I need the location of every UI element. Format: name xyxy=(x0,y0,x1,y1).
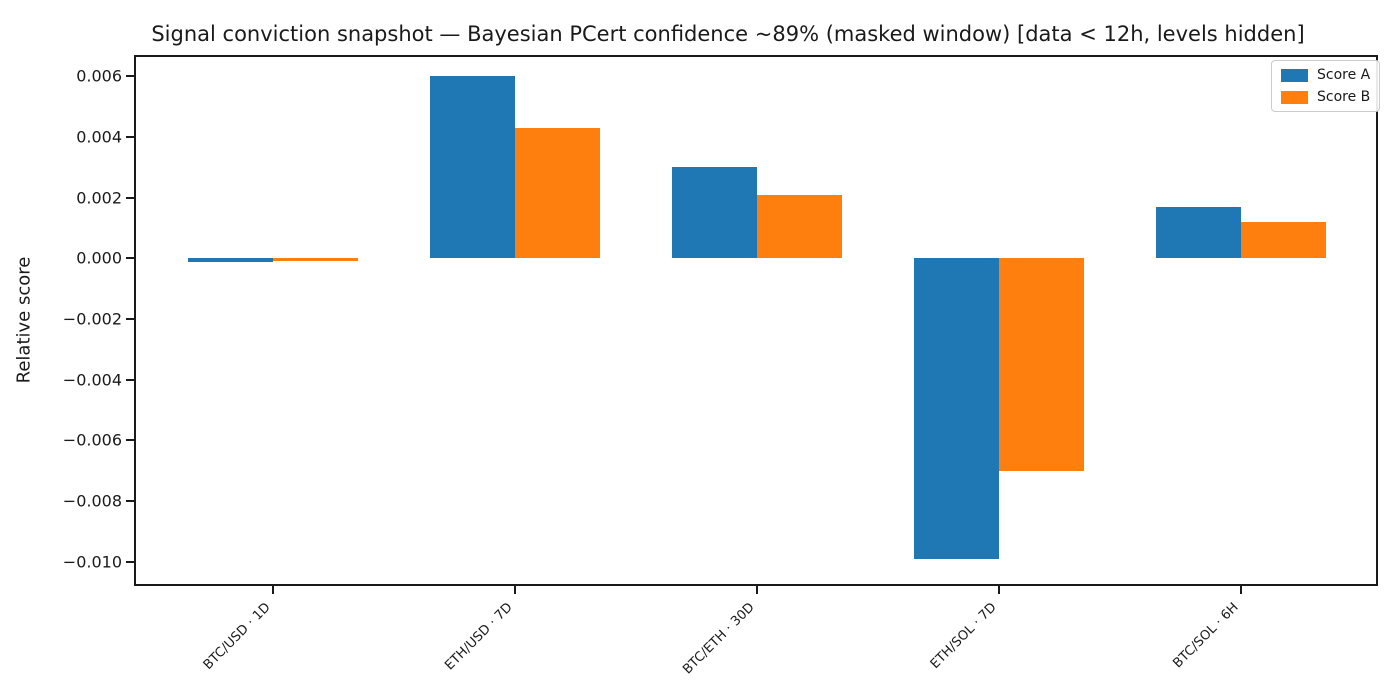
x-tick-mark xyxy=(998,586,1000,594)
bar-score-b-3 xyxy=(999,258,1084,471)
y-tick-mark xyxy=(126,75,134,78)
y-axis-label: Relative score xyxy=(13,256,35,384)
y-tick-mark xyxy=(126,560,134,563)
y-tick-label: −0.004 xyxy=(62,370,122,390)
y-tick-label: −0.010 xyxy=(62,552,122,572)
bar-score-a-3 xyxy=(914,258,999,559)
legend-item-score-a: Score A xyxy=(1281,67,1370,83)
bar-score-a-4 xyxy=(1156,206,1241,259)
y-tick-mark xyxy=(126,378,134,381)
y-tick-label: 0.000 xyxy=(76,248,122,268)
legend-label-score-a: Score A xyxy=(1317,67,1371,83)
bar-score-a-1 xyxy=(430,76,515,259)
bar-score-b-2 xyxy=(757,194,842,259)
y-tick-mark xyxy=(126,196,134,199)
score-b-swatch-icon xyxy=(1281,90,1308,104)
x-tick-mark xyxy=(272,586,274,594)
y-tick-label: −0.006 xyxy=(62,430,122,450)
score-a-swatch-icon xyxy=(1281,68,1308,82)
legend-item-score-b: Score B xyxy=(1281,89,1370,105)
bar-score-a-0 xyxy=(188,258,273,263)
y-tick-mark xyxy=(126,257,134,260)
bar-score-b-4 xyxy=(1241,221,1326,259)
bar-score-a-2 xyxy=(672,167,757,259)
y-tick-mark xyxy=(126,439,134,442)
x-tick-mark xyxy=(1240,586,1242,594)
y-tick-label: 0.004 xyxy=(76,127,122,147)
bar-score-b-1 xyxy=(515,127,600,259)
x-tick-label: BTC/SOL · 6H xyxy=(1170,600,1242,672)
legend-label-score-b: Score B xyxy=(1317,89,1371,105)
y-tick-mark xyxy=(126,317,134,320)
x-tick-mark xyxy=(756,586,758,594)
y-tick-label: 0.002 xyxy=(76,188,122,208)
bar-score-b-0 xyxy=(273,258,358,262)
legend: Score A Score B xyxy=(1271,60,1381,112)
x-tick-label: ETH/SOL · 7D xyxy=(927,600,1000,672)
y-tick-mark xyxy=(126,500,134,503)
plot-area xyxy=(134,55,1378,586)
x-tick-label: BTC/USD · 1D xyxy=(200,600,274,673)
y-tick-mark xyxy=(126,135,134,138)
chart-title: Signal conviction snapshot — Bayesian PC… xyxy=(151,22,1305,46)
y-tick-label: 0.006 xyxy=(76,66,122,86)
x-tick-label: ETH/USD · 7D xyxy=(442,600,516,674)
x-tick-mark xyxy=(514,586,516,594)
x-tick-label: BTC/ETH · 30D xyxy=(680,600,758,678)
y-tick-label: −0.002 xyxy=(62,309,122,329)
y-tick-label: −0.008 xyxy=(62,491,122,511)
